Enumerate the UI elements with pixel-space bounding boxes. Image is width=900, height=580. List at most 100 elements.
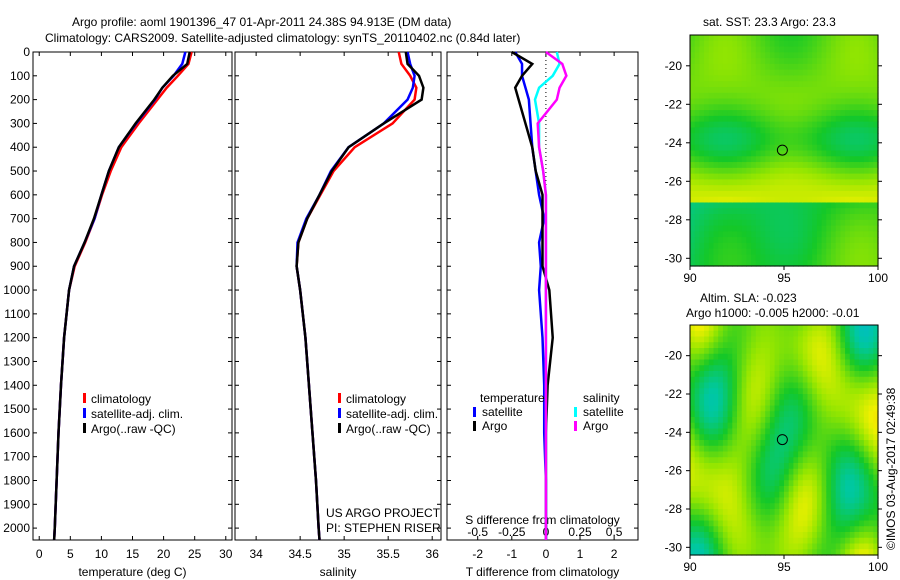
map-cell	[835, 69, 841, 77]
map-cell	[821, 348, 827, 355]
map-cell	[793, 411, 799, 418]
map-cell	[760, 411, 766, 418]
map-cell	[873, 451, 879, 458]
map-cell	[835, 219, 841, 227]
map-cell	[798, 219, 804, 227]
map-cell	[751, 248, 757, 256]
map-cell	[732, 330, 738, 338]
map-cell	[831, 52, 837, 59]
map-cell	[727, 336, 733, 343]
map-cell	[788, 52, 794, 59]
map-cell	[793, 365, 799, 372]
map-cell	[699, 40, 705, 48]
map-cell	[746, 376, 752, 384]
map-cell	[732, 434, 738, 441]
map-cell	[722, 52, 729, 59]
map-cell	[863, 69, 870, 77]
map-cell	[737, 98, 743, 105]
map-cell	[708, 231, 715, 238]
map-cell	[807, 405, 813, 412]
map-cell	[854, 399, 860, 407]
map-cell	[760, 179, 766, 186]
map-cell	[831, 463, 837, 470]
map-cell	[760, 248, 766, 256]
map-cell	[807, 202, 813, 209]
map-cell	[774, 440, 780, 447]
map-cell	[807, 497, 813, 504]
map-cell	[774, 549, 780, 556]
map-cell	[863, 52, 870, 59]
map-cell	[816, 543, 823, 550]
map-cell	[690, 144, 696, 152]
map-cell	[699, 202, 705, 209]
map-cell	[765, 348, 771, 355]
map-cell	[694, 46, 700, 53]
map-cell	[798, 115, 804, 123]
map-cell	[798, 474, 804, 481]
map-cell	[816, 342, 823, 349]
map-cell	[746, 463, 752, 470]
map-cell	[802, 463, 809, 470]
map-cell	[746, 537, 752, 545]
map-cell	[727, 428, 733, 435]
map-cell	[849, 190, 856, 198]
map-cell	[802, 405, 809, 412]
map-cell	[751, 394, 757, 401]
map-cell	[708, 359, 715, 366]
map-cell	[760, 434, 766, 441]
map-cell	[868, 399, 874, 407]
map-cell	[718, 348, 724, 355]
map-cell	[798, 353, 804, 361]
map-cell	[741, 474, 747, 481]
map-cell	[802, 121, 809, 128]
map-cell	[845, 417, 851, 424]
map-cell	[755, 138, 762, 146]
map-cell	[849, 248, 856, 256]
map-cell	[774, 86, 780, 94]
map-cell	[774, 336, 780, 343]
map-cell	[793, 121, 799, 128]
map-cell	[699, 480, 705, 487]
map-cell	[718, 543, 724, 550]
map-cell	[727, 35, 733, 42]
map-cell	[722, 348, 729, 355]
map-cell	[737, 376, 743, 384]
map-cell	[713, 509, 719, 516]
x-tick-label: 36	[426, 547, 440, 561]
map-cell	[779, 208, 785, 215]
map-cell	[868, 382, 874, 389]
map-cell	[873, 63, 879, 71]
map-cell	[708, 428, 715, 435]
map-cell	[868, 196, 874, 204]
map-cell	[774, 405, 780, 412]
map-cell	[765, 463, 771, 470]
map-cell	[826, 399, 832, 407]
map-cell	[737, 46, 743, 53]
map-cell	[713, 325, 719, 332]
map-cell	[769, 104, 776, 111]
map-cell	[784, 69, 790, 77]
map-cell	[784, 388, 790, 395]
map-cell	[765, 336, 771, 343]
map-cell	[765, 445, 771, 453]
map-cell	[831, 231, 837, 238]
map-cell	[802, 480, 809, 487]
map-cell	[694, 486, 700, 493]
map-cell	[741, 422, 747, 430]
map-cell	[741, 509, 747, 516]
map-y-tick-label: -24	[665, 425, 683, 439]
map-cell	[708, 537, 715, 545]
map-cell	[826, 185, 832, 192]
map-cell	[845, 451, 851, 458]
map-cell	[784, 208, 790, 215]
map-cell	[831, 451, 837, 458]
map-cell	[722, 371, 729, 378]
map-cell	[741, 179, 747, 186]
map-cell	[704, 260, 710, 267]
map-cell	[802, 353, 809, 361]
map-cell	[727, 480, 733, 487]
map-cell	[873, 509, 879, 516]
map-cell	[746, 196, 752, 204]
map-cell	[784, 422, 790, 430]
map-cell	[722, 382, 729, 389]
